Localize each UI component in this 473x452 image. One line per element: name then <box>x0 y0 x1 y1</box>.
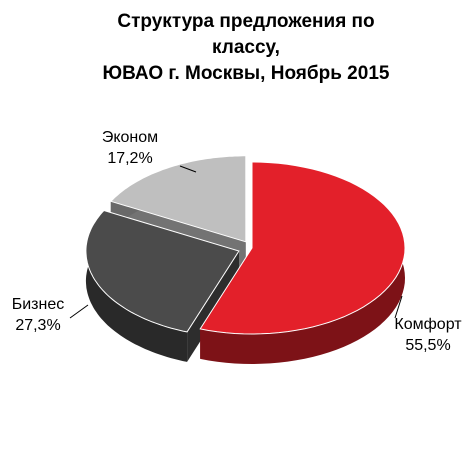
slice-top <box>199 161 406 335</box>
leader-line <box>179 165 197 173</box>
chart-title: классу, <box>212 37 280 58</box>
slice-label: Бизнес <box>12 296 65 313</box>
slice <box>199 161 406 364</box>
slice-label: Эконом <box>102 129 158 146</box>
slice-top <box>109 155 247 243</box>
value-label: 17,2% <box>107 150 152 167</box>
value-label: 27,3% <box>15 317 60 334</box>
slice-side <box>85 210 188 362</box>
pie <box>85 155 406 364</box>
slice <box>85 209 240 362</box>
value-label: 55,5% <box>405 337 450 354</box>
chart-title: Структура предложения по <box>117 11 374 32</box>
slice-top <box>85 209 240 333</box>
slice-wall <box>187 251 239 362</box>
chart-title: ЮВАО г. Москвы, Ноябрь 2015 <box>103 63 390 84</box>
leader-line <box>394 295 403 319</box>
slice-label: Комфорт <box>394 316 462 333</box>
leader-line <box>69 304 89 319</box>
